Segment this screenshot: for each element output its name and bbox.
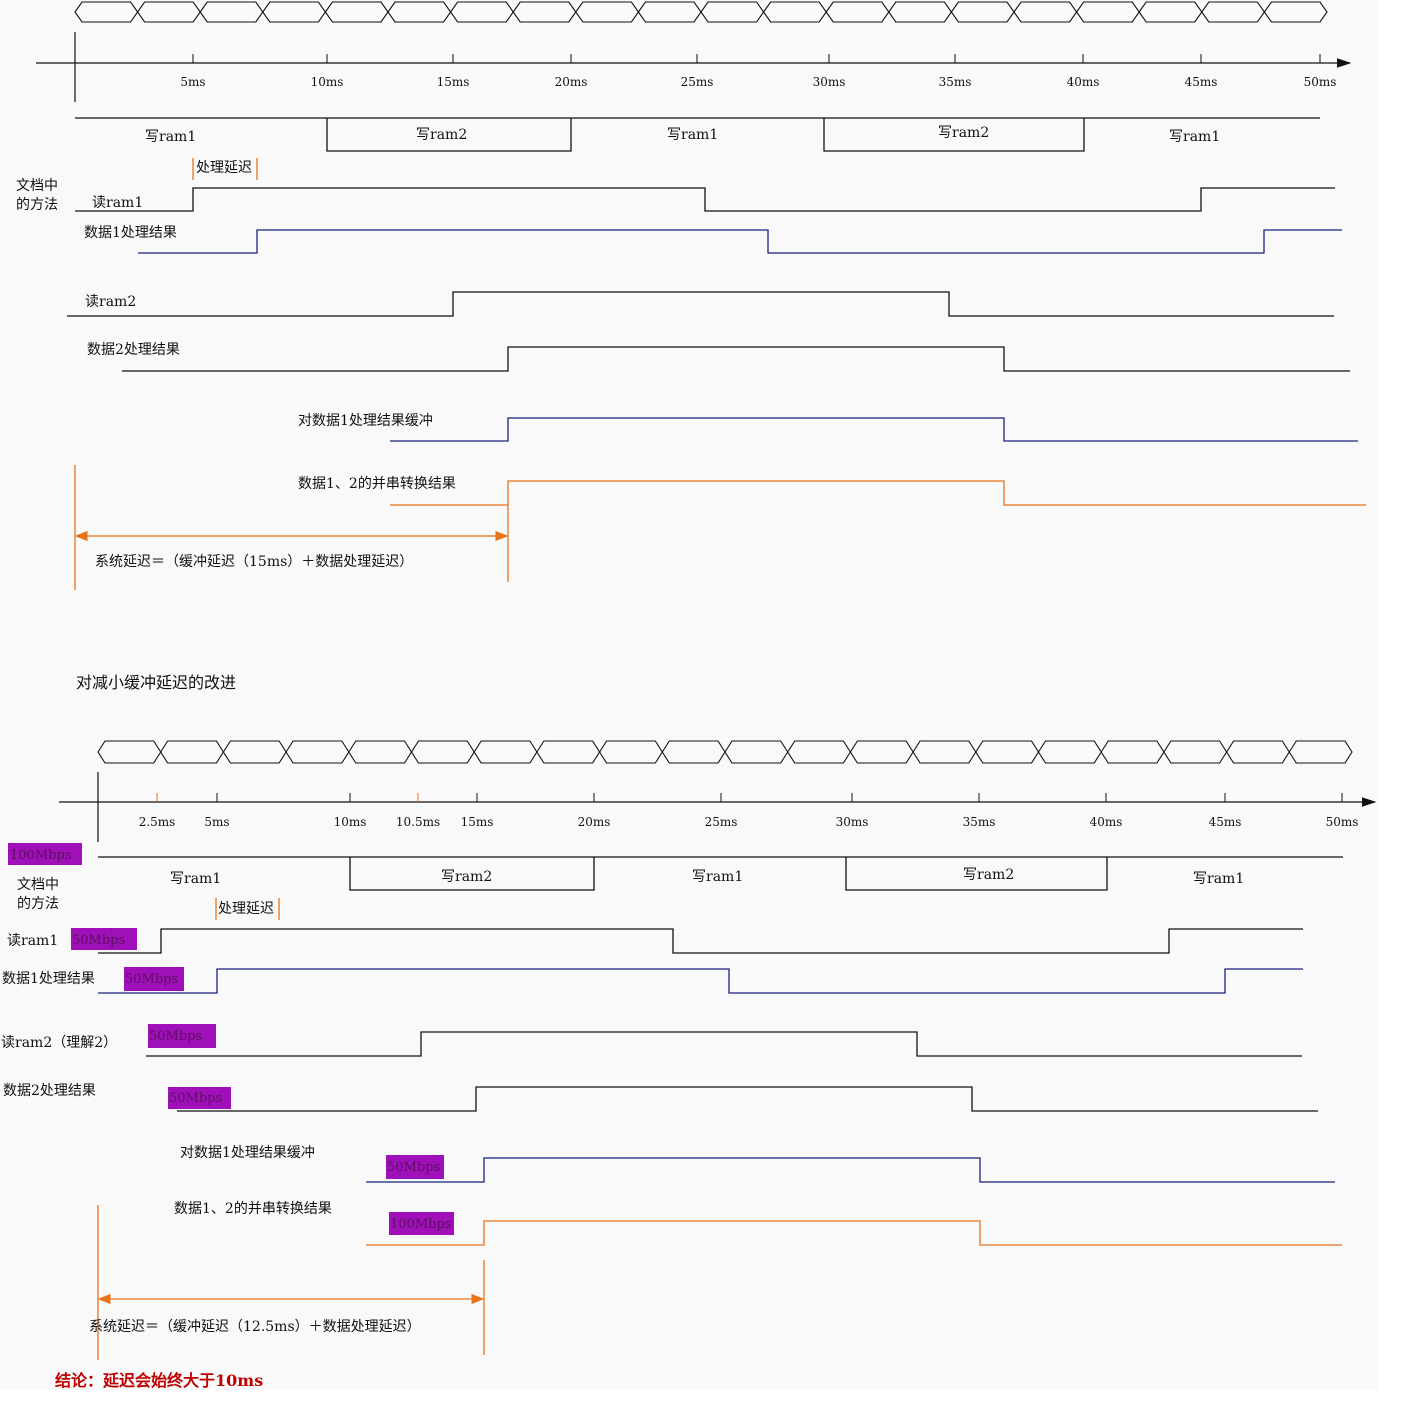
method-label: 文档中 [17, 877, 59, 893]
axis-tick-label: 2.5ms [139, 815, 176, 829]
axis-tick-label: 45ms [1185, 75, 1218, 89]
clock-cycle [1288, 740, 1353, 764]
signal-data2-result [177, 1086, 1318, 1112]
signal-read-ram2 [67, 291, 1334, 317]
signal-read-ram2 [146, 1031, 1302, 1057]
axis-tick-label: 45ms [1209, 815, 1242, 829]
signal-label: 数据1、2的并串转换结果 [174, 1200, 332, 1217]
clock-cycle [1263, 1, 1328, 23]
axis-tick-label: 30ms [813, 75, 846, 89]
rate-label: 50Mbps [169, 1091, 222, 1106]
rate-badge [389, 1212, 454, 1235]
write-label: 写ram2 [416, 127, 467, 143]
method-label: 文档中 [16, 178, 58, 194]
signal-read-ram1 [75, 187, 1335, 212]
signal-data1-buffer [390, 417, 1358, 442]
write-ram2-box [326, 118, 572, 152]
rate-label: 100Mbps [10, 848, 71, 863]
method-label: 的方法 [16, 197, 58, 213]
rate-label: 50Mbps [149, 1029, 202, 1044]
signal-label: 读ram2（理解2） [1, 1034, 117, 1051]
axis-tick-label: 50ms [1304, 75, 1337, 89]
ticks-bottom: 2.5ms 5ms 10ms 10.5ms 15ms 20ms 25ms 30ms 35ms 40… [139, 793, 1359, 829]
system-delay-label: 系统延迟＝（缓冲延迟（15ms）＋数据处理延迟） [95, 554, 413, 570]
write-label: 写ram2 [963, 867, 1014, 883]
signal-serial-output [390, 480, 1366, 506]
signal-data1-result [98, 968, 1303, 994]
signal-label: 读ram1 [92, 194, 143, 211]
signal-label: 数据1、2的并串转换结果 [298, 475, 456, 492]
axis-tick-label: 15ms [437, 75, 470, 89]
signal-label: 读ram1 [7, 932, 58, 949]
signal-label: 数据2处理结果 [87, 342, 180, 358]
rate-label: 100Mbps [390, 1217, 451, 1232]
ticks-top: 5ms 10ms 15ms 20ms 25ms 30ms 35ms 40ms 45ms 50ms [180, 54, 1336, 89]
axis-tick-label: 50ms [1326, 815, 1359, 829]
write-label: 写ram1 [692, 869, 743, 885]
rate-label: 50Mbps [387, 1160, 440, 1175]
axis-tick-label: 40ms [1067, 75, 1100, 89]
axis-tick-label: 35ms [963, 815, 996, 829]
system-delay-label: 系统延迟＝（缓冲延迟（12.5ms）＋数据处理延迟） [89, 1319, 421, 1335]
signal-serial-output [366, 1220, 1342, 1246]
axis-tick-label: 15ms [461, 815, 494, 829]
axis-tick-label: 5ms [180, 75, 205, 89]
axis-tick-label: 20ms [555, 75, 588, 89]
proc-delay-label: 处理延迟 [218, 901, 274, 917]
signal-label: 数据1处理结果 [84, 225, 177, 241]
write-label: 写ram2 [938, 125, 989, 141]
signal-data1-buffer [366, 1157, 1335, 1183]
write-ram2-box [845, 857, 1108, 891]
rate-badge [71, 928, 137, 950]
write-label: 写ram1 [667, 127, 718, 143]
rate-badge [168, 1087, 231, 1109]
axis-tick-label: 25ms [705, 815, 738, 829]
rate-badge [386, 1155, 444, 1179]
axis-tick-label: 35ms [939, 75, 972, 89]
signal-label: 数据1处理结果 [2, 971, 95, 987]
signal-data1-result [138, 229, 1342, 254]
clock-hexagons-top [74, 1, 1328, 23]
rate-badge [124, 967, 184, 991]
axis-tick-label: 10ms [334, 815, 367, 829]
axis-tick-label: 5ms [204, 815, 229, 829]
write-ram2-box [823, 118, 1085, 152]
axis-tick-label: 10.5ms [396, 815, 440, 829]
rate-badge [148, 1024, 216, 1048]
signal-read-ram1 [98, 928, 1303, 954]
write-label: 写ram1 [1169, 129, 1220, 145]
write-label: 写ram2 [441, 869, 492, 885]
write-ram2-box [349, 857, 595, 891]
proc-delay-label: 处理延迟 [196, 160, 252, 176]
axis-tick-label: 10ms [311, 75, 344, 89]
axis-tick-label: 25ms [681, 75, 714, 89]
signal-data2-result [122, 346, 1350, 372]
method-label: 的方法 [17, 896, 59, 912]
axis-tick-label: 30ms [836, 815, 869, 829]
write-label: 写ram1 [145, 129, 196, 145]
signal-label: 数据2处理结果 [3, 1083, 96, 1099]
axis-tick-label: 20ms [578, 815, 611, 829]
rate-label: 50Mbps [72, 933, 125, 948]
signal-label: 对数据1处理结果缓冲 [298, 413, 433, 429]
axis-tick-label: 40ms [1090, 815, 1123, 829]
rate-label: 50Mbps [125, 972, 178, 987]
write-label: 写ram1 [170, 871, 221, 887]
write-label: 写ram1 [1193, 871, 1244, 887]
rate-badge [8, 843, 82, 865]
clock-hexagons-bottom [97, 740, 1353, 764]
section-title: 对减小缓冲延迟的改进 [76, 673, 236, 692]
signal-label: 读ram2 [85, 293, 136, 310]
conclusion: 结论：延迟会始终大于10ms [54, 1371, 263, 1390]
signal-label: 对数据1处理结果缓冲 [180, 1145, 315, 1161]
